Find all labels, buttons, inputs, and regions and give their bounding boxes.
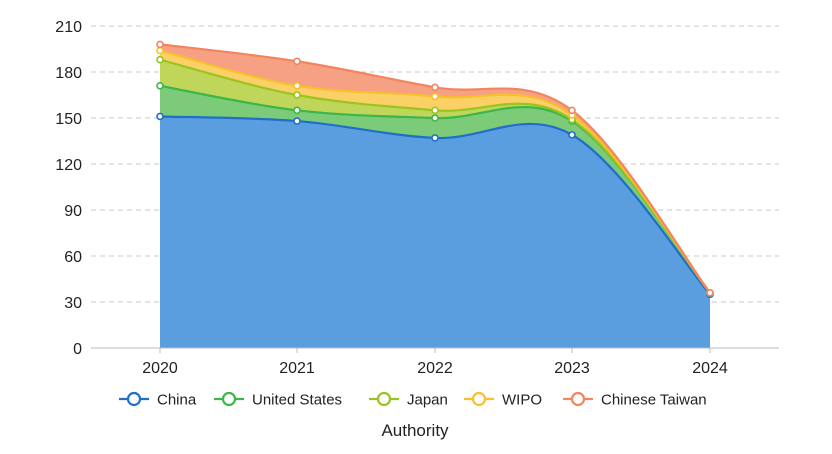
legend-marker-chinese-taiwan [572, 393, 584, 405]
legend: China United States Japan WIPO Chinese Taiwa… [119, 392, 707, 409]
point-wipo-2021[interactable] [294, 83, 300, 89]
legend-item-japan[interactable]: Japan [369, 392, 448, 409]
legend-item-china[interactable]: China [119, 392, 197, 409]
x-tick-label-2023: 2023 [554, 360, 590, 377]
point-china-2022[interactable] [432, 135, 438, 141]
y-tick-label-60: 60 [64, 249, 82, 266]
legend-label-chinese-taiwan: Chinese Taiwan [601, 392, 707, 409]
legend-marker-china [128, 393, 140, 405]
legend-marker-wipo [473, 393, 485, 405]
point-chinese-taiwan-2021[interactable] [294, 58, 300, 64]
point-china-2020[interactable] [157, 113, 163, 119]
legend-label-united-states: United States [252, 392, 342, 409]
legend-label-wipo: WIPO [502, 392, 542, 409]
point-united-states-2021[interactable] [294, 107, 300, 113]
x-tick-label-2022: 2022 [417, 360, 453, 377]
y-tick-label-210: 210 [55, 19, 82, 36]
point-chinese-taiwan-2023[interactable] [569, 107, 575, 113]
y-tick-label-30: 30 [64, 295, 82, 312]
point-chinese-taiwan-2024[interactable] [707, 290, 713, 296]
point-china-2021[interactable] [294, 118, 300, 124]
point-japan-2020[interactable] [157, 57, 163, 63]
y-tick-label-150: 150 [55, 111, 82, 128]
point-united-states-2022[interactable] [432, 115, 438, 121]
y-tick-label-90: 90 [64, 203, 82, 220]
chart-container: 030609012015018021020202021202220232024 … [0, 0, 832, 454]
x-tick-label-2020: 2020 [142, 360, 178, 377]
legend-label-china: China [157, 392, 197, 409]
x-tick-label-2024: 2024 [692, 360, 728, 377]
y-tick-label-0: 0 [73, 341, 82, 358]
legend-marker-japan [378, 393, 390, 405]
x-axis-title: Authority [381, 421, 449, 440]
legend-item-united-states[interactable]: United States [214, 392, 342, 409]
point-japan-2022[interactable] [432, 107, 438, 113]
point-chinese-taiwan-2020[interactable] [157, 41, 163, 47]
point-china-2023[interactable] [569, 132, 575, 138]
point-chinese-taiwan-2022[interactable] [432, 84, 438, 90]
stacked-area-chart: 030609012015018021020202021202220232024 … [0, 0, 832, 454]
point-united-states-2020[interactable] [157, 83, 163, 89]
legend-label-japan: Japan [407, 392, 448, 409]
legend-item-chinese-taiwan[interactable]: Chinese Taiwan [563, 392, 707, 409]
y-tick-label-120: 120 [55, 157, 82, 174]
legend-marker-united-states [223, 393, 235, 405]
point-wipo-2022[interactable] [432, 94, 438, 100]
area-china [160, 116, 710, 348]
y-tick-label-180: 180 [55, 65, 82, 82]
point-wipo-2020[interactable] [157, 48, 163, 54]
x-tick-label-2021: 2021 [279, 360, 315, 377]
point-japan-2021[interactable] [294, 92, 300, 98]
legend-item-wipo[interactable]: WIPO [464, 392, 542, 409]
